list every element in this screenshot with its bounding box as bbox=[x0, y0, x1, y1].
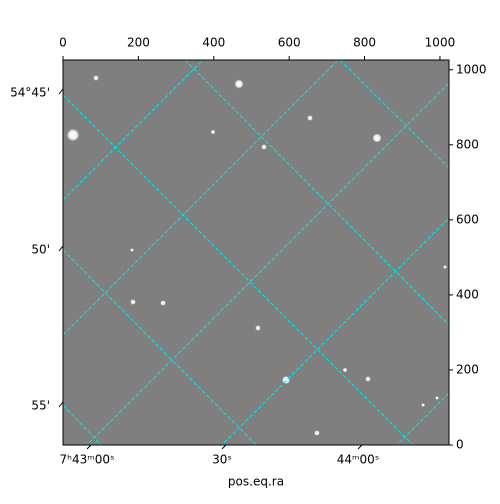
y-tick-label: 800 bbox=[456, 137, 479, 151]
ra-tick bbox=[86, 444, 92, 450]
dec-tick bbox=[58, 245, 64, 252]
y-tick-label: 400 bbox=[456, 287, 479, 301]
y-tick-label: 0 bbox=[456, 438, 464, 452]
x-tick-label: 600 bbox=[278, 36, 301, 50]
x-tick-label: 200 bbox=[127, 36, 150, 50]
x-axis-label: pos.eq.ra bbox=[228, 475, 284, 489]
ra-tick bbox=[357, 444, 363, 450]
x-tick-label: 0 bbox=[59, 36, 67, 50]
y-tick-label: 200 bbox=[456, 362, 479, 376]
x-tick-label: 400 bbox=[202, 36, 225, 50]
stars bbox=[66, 75, 447, 436]
ra-tick-label: 30ˢ bbox=[212, 453, 232, 467]
frame bbox=[62, 59, 450, 446]
ra-tick-label: 7ʰ43ᵐ00ˢ bbox=[60, 453, 115, 467]
dec-tick-label: 54°45' bbox=[10, 86, 50, 100]
image bbox=[63, 60, 449, 445]
dec-tick bbox=[58, 401, 64, 408]
y-tick-label: 600 bbox=[456, 212, 479, 226]
x-tick-label: 800 bbox=[353, 36, 376, 50]
coordinate-grid bbox=[63, 60, 449, 445]
dec-tick-label: 55' bbox=[31, 399, 50, 413]
x-tick-label: 1000 bbox=[425, 36, 456, 50]
dec-tick-label: 50' bbox=[31, 243, 50, 257]
ra-tick bbox=[221, 444, 227, 450]
y-tick-label: 1000 bbox=[456, 62, 487, 76]
ra-tick-label: 44ᵐ00ˢ bbox=[337, 453, 380, 467]
dec-tick bbox=[58, 88, 64, 95]
